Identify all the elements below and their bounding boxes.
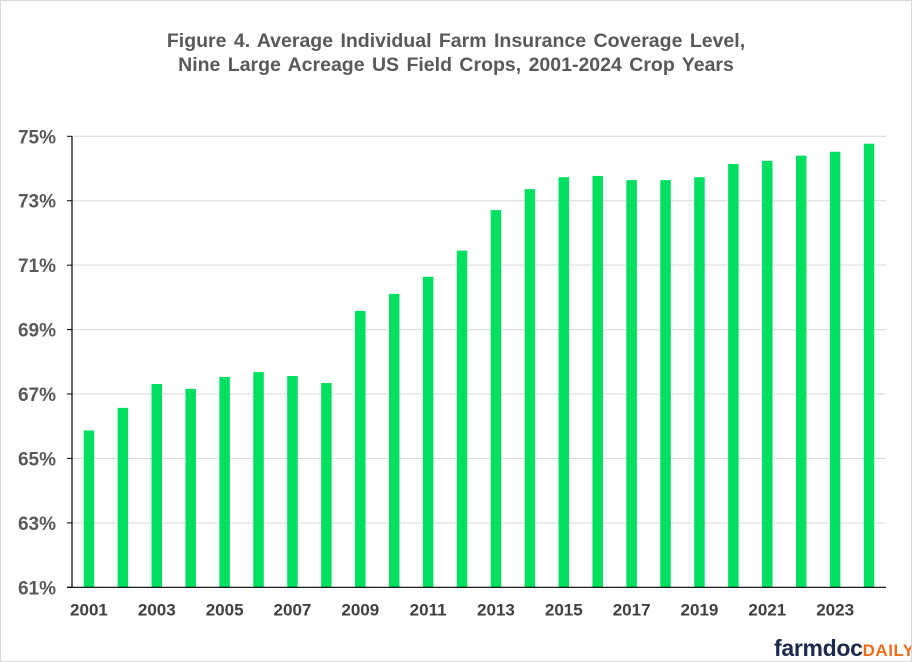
bar-2021 [762, 160, 773, 588]
bar-2018 [660, 180, 671, 588]
x-tick-label: 2003 [138, 600, 176, 619]
bar-2023 [829, 151, 841, 588]
farmdoc-daily-logo: farmdocDAILY [774, 635, 912, 661]
bar-2003 [151, 384, 163, 588]
x-tick-label: 2005 [206, 600, 244, 619]
x-tick-label: 2001 [70, 600, 108, 619]
chart-title: Figure 4. Average Individual Farm Insura… [1, 29, 911, 77]
bar-2020 [728, 164, 739, 588]
bar-2004 [185, 388, 196, 588]
y-tick-label: 61% [18, 578, 56, 599]
chart-title-line-2: Nine Large Acreage US Field Crops, 2001-… [178, 54, 734, 76]
x-tick-label: 2011 [410, 600, 447, 619]
logo-daily: DAILY [862, 641, 912, 660]
chart-title-line-1: Figure 4. Average Individual Farm Insura… [166, 30, 746, 52]
bar-2007 [287, 375, 298, 588]
bar-2019 [694, 177, 705, 588]
y-tick-label: 65% [18, 449, 56, 470]
logo-farmdoc: farmdoc [774, 635, 863, 661]
bar-2022 [795, 155, 807, 588]
x-tick-label: 2013 [477, 600, 515, 619]
bar-2010 [388, 293, 400, 588]
y-tick-label: 67% [18, 385, 56, 406]
bar-2011 [422, 276, 434, 588]
bar-2024 [863, 143, 875, 588]
bar-2016 [592, 175, 603, 588]
bar-2014 [524, 189, 536, 588]
x-tick-label: 2023 [816, 600, 854, 619]
y-tick-label: 75% [18, 127, 56, 148]
x-tick-label: 2007 [274, 600, 312, 619]
bar-2017 [626, 180, 637, 588]
y-tick-label: 71% [18, 256, 56, 277]
bar-2012 [456, 250, 468, 588]
bar-2015 [558, 177, 570, 588]
y-tick-label: 73% [18, 192, 56, 213]
x-tick-label: 2021 [748, 600, 786, 619]
bar-2006 [253, 372, 264, 588]
bar-2009 [355, 310, 366, 588]
bar-2013 [490, 210, 502, 588]
x-tick-label: 2009 [341, 600, 379, 619]
x-tick-label: 2015 [545, 600, 583, 619]
x-tick-label: 2017 [613, 600, 651, 619]
y-tick-label: 63% [18, 514, 56, 535]
x-tick-label: 2019 [681, 600, 719, 619]
bar-2001 [83, 430, 95, 588]
bar-2005 [219, 376, 230, 588]
y-tick-label: 69% [18, 321, 56, 342]
bar-2002 [117, 407, 129, 588]
bar-2008 [321, 383, 332, 588]
